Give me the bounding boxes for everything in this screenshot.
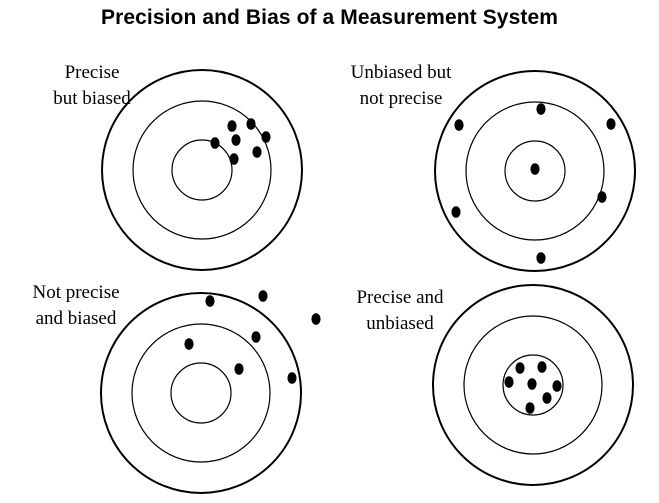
shot-mark (184, 338, 194, 350)
shot-mark (246, 118, 256, 130)
target-ring-1 (432, 284, 634, 486)
target-ring-2 (131, 323, 271, 463)
target-ring-3 (171, 139, 233, 201)
shot-mark (525, 402, 535, 414)
shot-mark (454, 119, 464, 131)
shot-mark (261, 131, 271, 143)
shot-mark (311, 313, 321, 325)
shot-mark (606, 118, 616, 130)
label-precise-but-biased: Precise but biased (53, 62, 131, 109)
target-ring-3 (502, 354, 564, 416)
target-ring-1 (100, 292, 302, 494)
target-precise-unbiased (432, 284, 634, 486)
shot-mark (234, 363, 244, 375)
shot-mark (527, 378, 537, 390)
shot-mark (287, 372, 297, 384)
label-not-precise-biased: Not precise and biased (32, 282, 120, 329)
shot-mark (210, 137, 220, 149)
label-unbiased-not-precise: Unbiased but not precise (350, 62, 452, 109)
shot-mark (251, 331, 261, 343)
shot-mark (252, 146, 262, 158)
label-precise-unbiased: Precise and unbiased (356, 287, 444, 334)
shot-mark (536, 252, 546, 264)
shot-mark (227, 120, 237, 132)
shot-mark (597, 191, 607, 203)
target-ring-1 (434, 70, 636, 272)
target-precise-but-biased (101, 69, 303, 271)
diagram-title: Precision and Bias of a Measurement Syst… (100, 6, 559, 29)
shot-mark (451, 206, 461, 218)
target-ring-2 (465, 101, 605, 241)
shot-mark (504, 376, 514, 388)
target-ring-3 (504, 140, 566, 202)
shot-mark (229, 153, 239, 165)
shot-mark (536, 103, 546, 115)
target-ring-1 (101, 69, 303, 271)
shot-mark (515, 362, 525, 374)
shot-mark (537, 361, 547, 373)
shot-mark (552, 380, 562, 392)
shot-mark (231, 134, 241, 146)
target-unbiased-not-precise (434, 70, 636, 272)
target-ring-3 (170, 362, 232, 424)
target-ring-2 (132, 100, 272, 240)
shot-mark (530, 163, 540, 175)
shot-mark (258, 290, 268, 302)
target-not-precise-biased (100, 290, 321, 494)
shot-mark (205, 295, 215, 307)
shot-mark (542, 392, 552, 404)
target-ring-2 (463, 315, 603, 455)
